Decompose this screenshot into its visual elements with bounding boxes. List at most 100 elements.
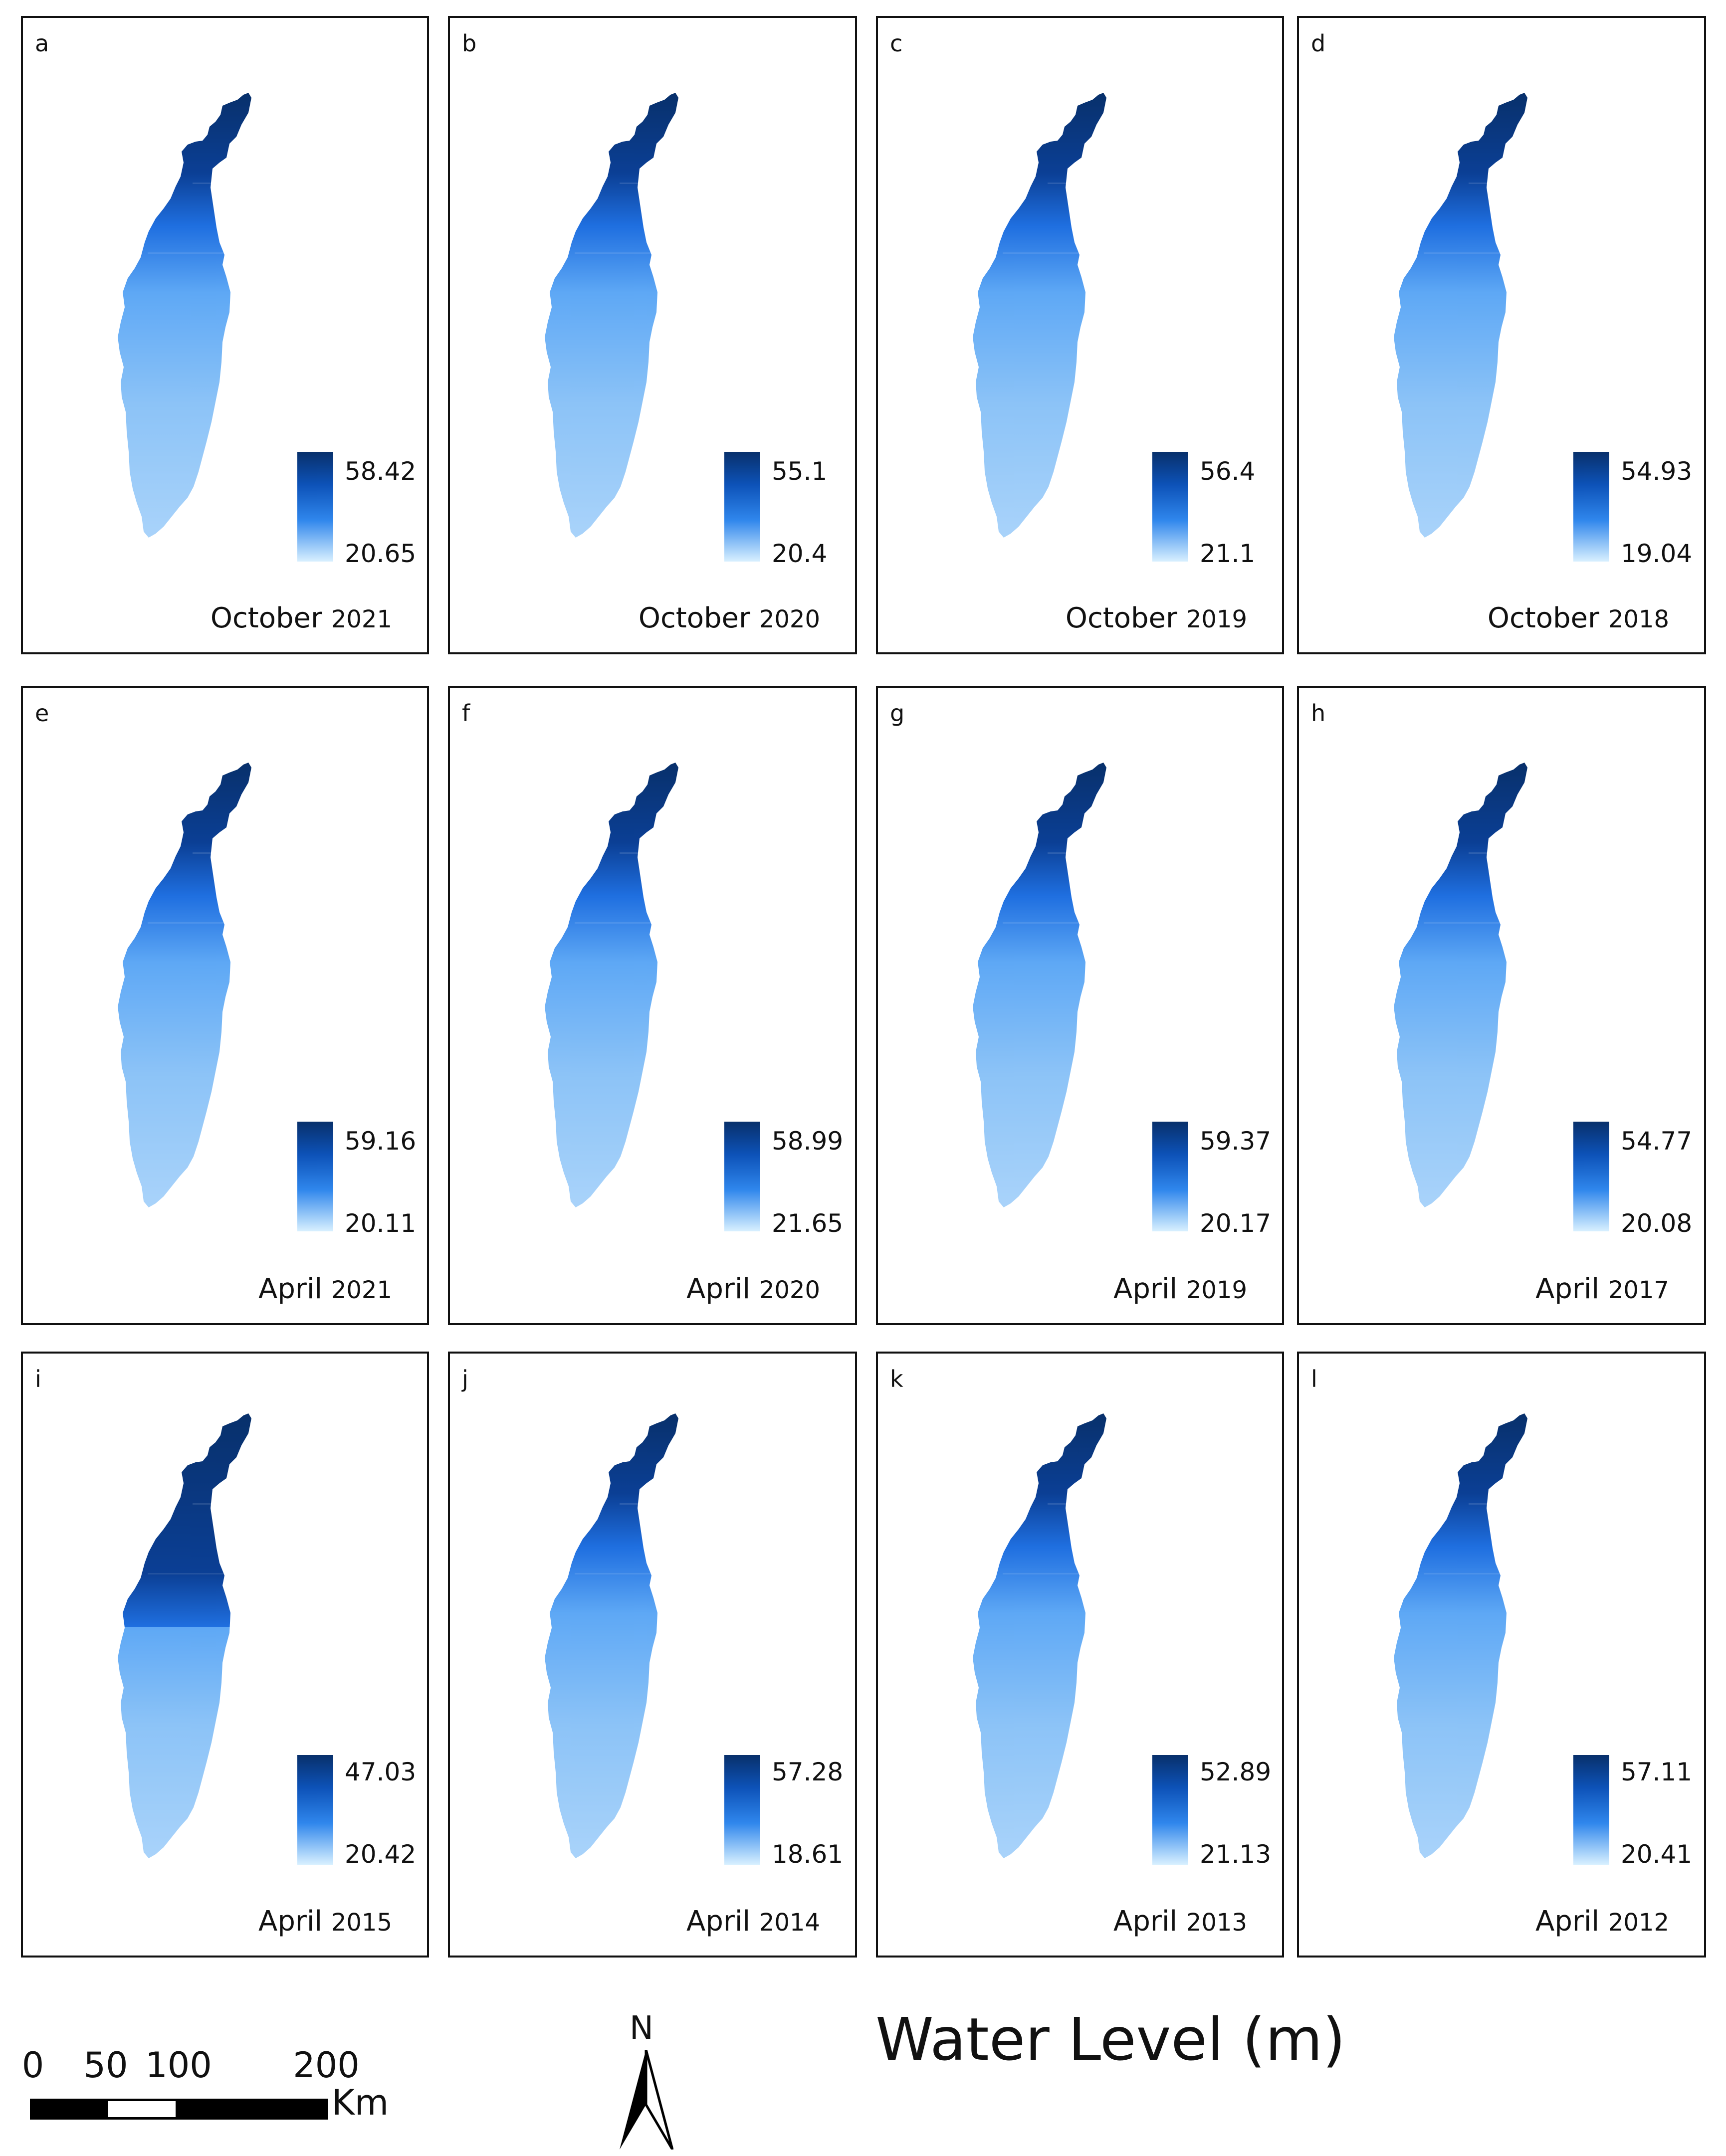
date-month: October — [638, 602, 751, 634]
panel-date: October 2020 — [639, 602, 820, 634]
panel-date: April 2019 — [1113, 1273, 1247, 1305]
legend-gradient — [1152, 1755, 1188, 1865]
region-outline — [118, 93, 251, 538]
region-outline — [973, 763, 1106, 1207]
legend-min-value: 21.1 — [1200, 539, 1256, 568]
figure-title: Water Level (m) — [875, 2005, 1346, 2074]
scale-segment-3 — [176, 2099, 328, 2120]
region-outline — [545, 93, 678, 538]
legend-max-value: 57.28 — [772, 1758, 844, 1786]
date-year: 2015 — [331, 1909, 392, 1937]
legend-min-value: 21.65 — [772, 1209, 844, 1238]
date-month: April — [1113, 1905, 1178, 1938]
panel-letter: d — [1311, 30, 1326, 57]
region-outline — [118, 1413, 251, 1858]
water-level-map — [973, 1413, 1117, 1858]
water-level-map — [1394, 93, 1538, 538]
date-month: April — [1535, 1905, 1600, 1938]
map-panel-k: k 52.89 21.13 April 2013 — [876, 1352, 1284, 1958]
date-year: 2017 — [1608, 1276, 1669, 1304]
legend-max-value: 56.4 — [1200, 457, 1256, 486]
water-level-map — [545, 93, 689, 538]
water-level-map — [545, 763, 689, 1207]
panel-letter: b — [462, 30, 477, 57]
water-level-map — [1394, 763, 1538, 1207]
panel-date: April 2017 — [1535, 1273, 1669, 1305]
panel-letter: k — [890, 1366, 903, 1392]
legend-gradient — [1573, 1122, 1609, 1231]
legend-min-value: 21.13 — [1200, 1840, 1272, 1869]
scale-label-100: 100 — [145, 2045, 212, 2086]
date-year: 2020 — [759, 605, 820, 633]
legend-min-value: 20.11 — [345, 1209, 417, 1238]
date-year: 2012 — [1608, 1909, 1669, 1937]
panel-letter: j — [462, 1366, 468, 1392]
map-panel-j: j 57.28 18.61 April 2014 — [448, 1352, 857, 1958]
panel-date: April 2015 — [258, 1905, 392, 1938]
legend-max-value: 47.03 — [345, 1758, 417, 1786]
panel-letter: e — [35, 700, 49, 727]
map-panel-e: e 59.16 20.11 April 2021 — [21, 686, 429, 1325]
date-year: 2021 — [331, 1276, 392, 1304]
panel-date: October 2018 — [1488, 602, 1669, 634]
north-label: N — [630, 2010, 653, 2047]
water-level-map — [1394, 1413, 1538, 1858]
map-panel-c: c 56.4 21.1 October 2019 — [876, 16, 1284, 654]
panel-date: October 2019 — [1066, 602, 1247, 634]
map-panel-l: l 57.11 20.41 April 2012 — [1297, 1352, 1706, 1958]
legend-min-value: 20.42 — [345, 1840, 417, 1869]
legend-max-value: 59.16 — [345, 1127, 417, 1156]
legend-min-value: 20.17 — [1200, 1209, 1272, 1238]
map-panel-b: b 55.1 20.4 October 2020 — [448, 16, 857, 654]
water-level-map — [545, 1413, 689, 1858]
date-month: October — [1487, 602, 1600, 634]
date-month: October — [210, 602, 323, 634]
legend-min-value: 20.4 — [772, 539, 828, 568]
region-outline — [1394, 763, 1527, 1207]
water-level-map — [973, 763, 1117, 1207]
region-outline — [545, 1413, 678, 1858]
panel-letter: g — [890, 700, 905, 727]
legend-min-value: 18.61 — [772, 1840, 844, 1869]
date-year: 2021 — [331, 605, 392, 633]
scale-label-200: 200 — [293, 2045, 360, 2086]
scale-unit: Km — [332, 2082, 389, 2123]
legend-gradient — [1573, 452, 1609, 562]
date-month: October — [1065, 602, 1178, 634]
panel-letter: l — [1311, 1366, 1317, 1392]
scale-segment-1 — [30, 2099, 108, 2120]
date-month: April — [686, 1273, 751, 1305]
scale-segment-2 — [105, 2099, 178, 2120]
scale-label-50: 50 — [83, 2045, 128, 2086]
legend-max-value: 59.37 — [1200, 1127, 1272, 1156]
legend-max-value: 57.11 — [1621, 1758, 1693, 1786]
map-panel-g: g 59.37 20.17 April 2019 — [876, 686, 1284, 1325]
panel-date: April 2014 — [686, 1905, 820, 1938]
scale-label-0: 0 — [21, 2045, 44, 2086]
date-month: April — [1113, 1273, 1178, 1305]
legend-min-value: 20.65 — [345, 539, 417, 568]
map-panel-f: f 58.99 21.65 April 2020 — [448, 686, 857, 1325]
region-outline — [1394, 93, 1527, 538]
region-outline — [973, 93, 1106, 538]
region-outline — [973, 1413, 1106, 1858]
water-level-map — [118, 763, 262, 1207]
region-outline — [545, 763, 678, 1207]
date-month: April — [686, 1905, 751, 1938]
region-outline — [118, 763, 251, 1207]
panel-date: October 2021 — [211, 602, 392, 634]
legend-min-value: 19.04 — [1621, 539, 1693, 568]
legend-gradient — [724, 1122, 760, 1231]
panel-date: April 2013 — [1113, 1905, 1247, 1938]
legend-gradient — [1152, 452, 1188, 562]
region-outline — [1394, 1413, 1527, 1858]
date-month: April — [1535, 1273, 1600, 1305]
date-year: 2020 — [759, 1276, 820, 1304]
legend-gradient — [297, 1122, 333, 1231]
date-year: 2019 — [1186, 1276, 1247, 1304]
map-panel-d: d 54.93 19.04 October 2018 — [1297, 16, 1706, 654]
panel-letter: f — [462, 700, 470, 727]
panel-date: April 2012 — [1535, 1905, 1669, 1938]
legend-gradient — [1573, 1755, 1609, 1865]
map-panel-a: a 58.42 20.65 October 2021 — [21, 16, 429, 654]
